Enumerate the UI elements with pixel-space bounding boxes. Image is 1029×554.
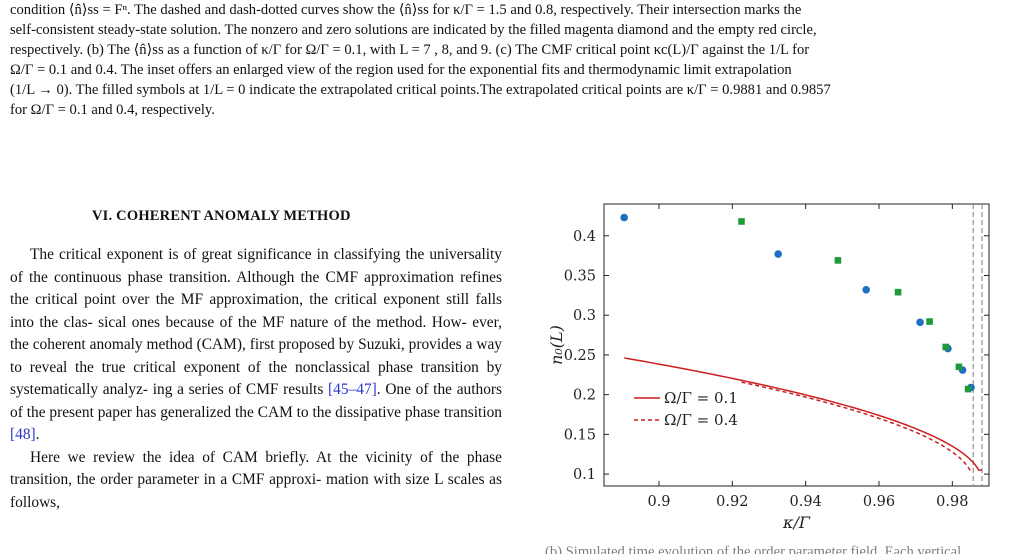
data-point-omega-0-4 (894, 288, 902, 296)
body-line: ing a series of CMF results (152, 381, 329, 398)
y-tick-label: 0.3 (573, 308, 596, 324)
data-point-omega-0-4 (942, 343, 950, 351)
data-point-omega-0-1 (774, 250, 782, 258)
data-point-omega-0-4 (738, 218, 745, 225)
body-line: Suzuki, provides a way to reveal the tru… (10, 336, 502, 376)
x-tick-label: 0.96 (863, 494, 895, 510)
body-line: The critical exponent is of great signif… (30, 246, 401, 263)
body-line: the present paper has generalized the CA… (26, 403, 402, 421)
citation-link[interactable]: [48] (10, 426, 36, 443)
data-point-omega-0-4 (834, 257, 842, 264)
fit-curve-omega-0-4 (741, 381, 974, 471)
body-line: of the nonclassical phase transition by … (10, 358, 502, 399)
body-line: the CMF approximation refines the critic… (10, 268, 502, 309)
body-line: the phase transition, the order paramete… (10, 448, 502, 489)
data-point-omega-0-4 (926, 318, 933, 325)
next-caption-fragment: (b) Simulated time evolution of the orde… (545, 544, 962, 554)
caption-line: condition ⟨n̂⟩ss = Fⁿ. The dashed and da… (10, 2, 802, 18)
y-axis-label: n₀(L) (547, 325, 566, 365)
citation-link[interactable]: [45–47] (328, 381, 377, 398)
figure-caption: condition ⟨n̂⟩ss = Fⁿ. The dashed and da… (10, 0, 1018, 120)
body-line: sical ones because of the MF nature of t… (98, 313, 467, 331)
x-tick-label: 0.9 (647, 494, 670, 510)
body-line: Here we review the idea of CAM briefly. … (30, 448, 433, 466)
body-line: ever, the coherent anomaly method (CAM),… (10, 313, 502, 354)
body-line: the universality of the continuous phase… (10, 246, 502, 286)
body-line: mation with size L scales as follows, (10, 471, 502, 511)
y-tick-label: 0.2 (573, 388, 596, 404)
data-point-omega-0-1 (862, 285, 870, 294)
body-line: . One of the authors of (10, 381, 502, 421)
fit-curve-omega-0-1 (624, 357, 983, 471)
x-tick-label: 0.92 (716, 494, 748, 510)
body-line: . (35, 426, 40, 443)
y-tick-label: 0.15 (564, 427, 596, 443)
y-tick-label: 0.25 (564, 348, 596, 364)
paragraph-1: The critical exponent is of great signif… (10, 244, 502, 447)
x-tick-label: 0.94 (790, 494, 822, 510)
data-point-omega-0-1 (620, 213, 628, 222)
legend-label: Ω/Γ = 0.4 (664, 411, 738, 429)
caption-line: Ω/Γ = 0.1 and 0.4. The inset offers an e… (10, 62, 792, 78)
chart-svg: 0.9 0.92 0.94 0.96 0.98 0.1 0.15 0.2 0.25 0.3 0.35… (547, 203, 990, 532)
chart-container: 0.9 0.92 0.94 0.96 0.98 0.1 0.15 0.2 0.25 0.3 0.35… (540, 196, 1029, 554)
paragraph-2: Here we review the idea of CAM briefly. … (10, 447, 502, 515)
data-point-omega-0-4 (964, 385, 972, 393)
body-line: approximation, the critical exponent sti… (10, 291, 502, 331)
body-text: The critical exponent is of great signif… (10, 244, 502, 514)
section-heading: VI. COHERENT ANOMALY METHOD (92, 208, 351, 224)
plot-frame (603, 203, 990, 487)
caption-line: (1/L → 0). The filled symbols at 1/L = 0… (10, 82, 831, 98)
x-tick-label: 0.98 (936, 494, 968, 510)
caption-line: self-consistent steady-state solution. T… (10, 22, 817, 38)
caption-line: for Ω/Γ = 0.1 and 0.4, respectively. (10, 102, 215, 118)
y-tick-label: 0.4 (573, 229, 596, 245)
legend-label: Ω/Γ = 0.1 (664, 389, 738, 407)
data-point-omega-0-1 (916, 318, 924, 327)
y-tick-label: 0.35 (564, 268, 596, 284)
x-axis-label: κ/Γ (782, 513, 811, 532)
body-line: phase transition (404, 403, 502, 421)
y-tick-label: 0.1 (573, 467, 596, 483)
data-point-omega-0-4 (955, 363, 963, 371)
caption-line: respectively. (b) The ⟨n̂⟩ss as a functi… (10, 42, 810, 58)
